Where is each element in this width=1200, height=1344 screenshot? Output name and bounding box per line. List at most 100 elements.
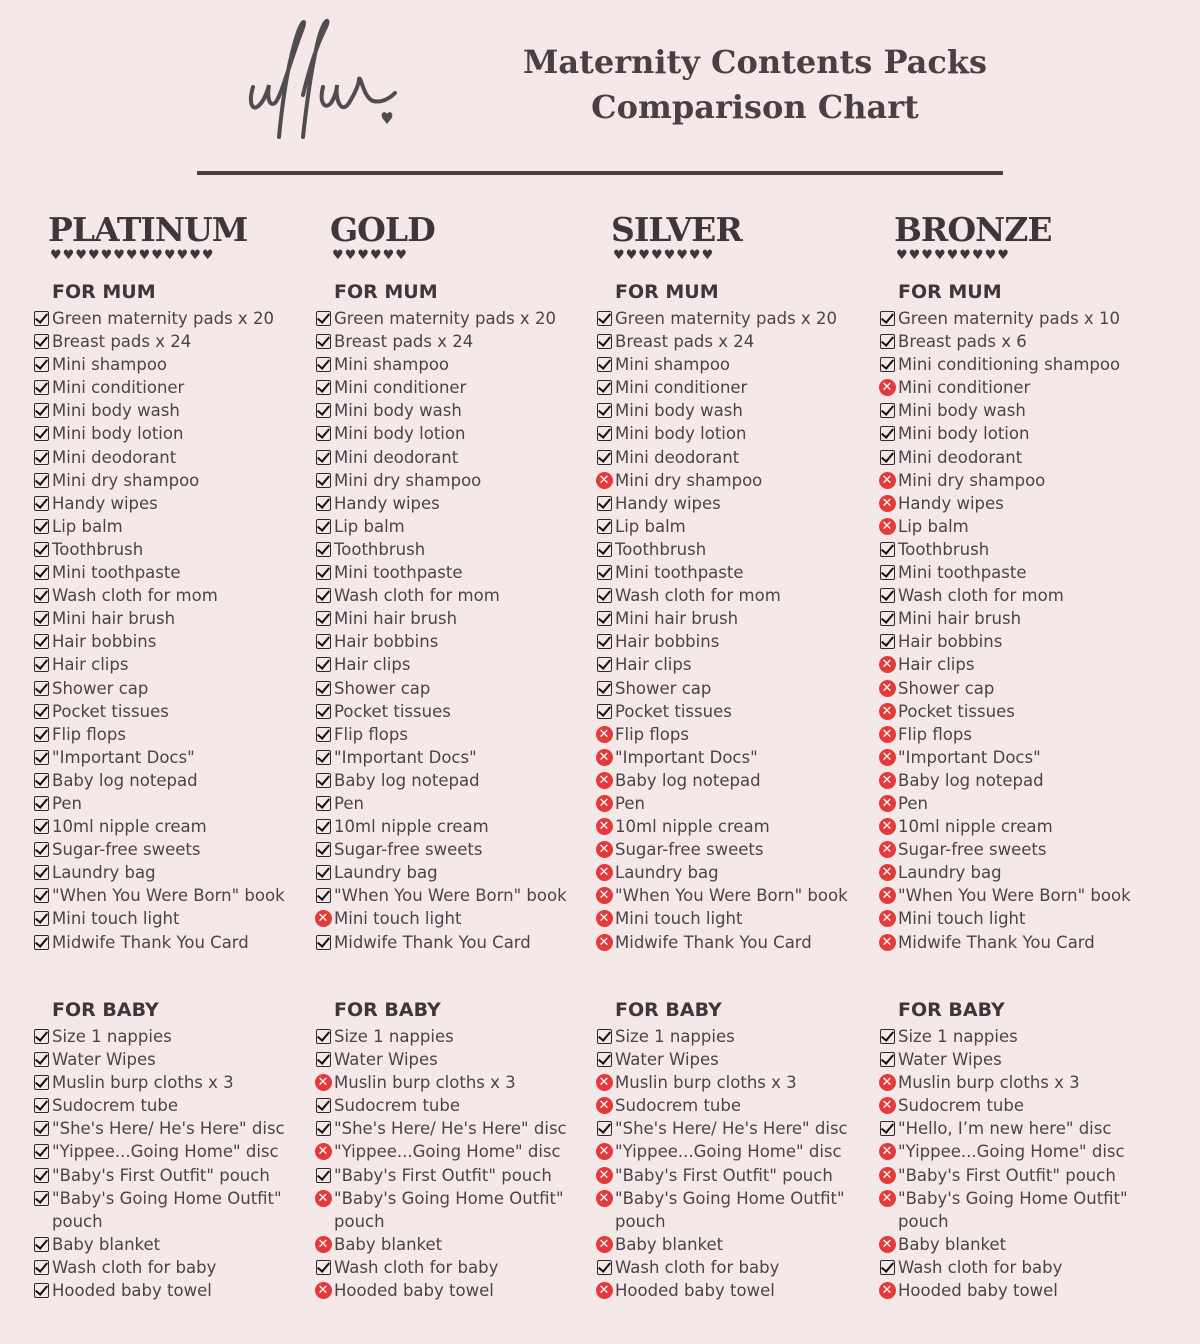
checkbox-checked-icon [30, 1048, 52, 1071]
checkbox-checked-icon [312, 446, 334, 469]
list-item: Wash cloth for mom [876, 584, 1131, 607]
list-item: Mini body wash [312, 399, 567, 422]
item-label: Size 1 nappies [52, 1027, 172, 1046]
list-item: Green maternity pads x 20 [312, 307, 567, 330]
item-label: Hair clips [52, 655, 129, 675]
title-line-1: Maternity Contents Packs [522, 43, 988, 81]
checkbox-checked-icon [312, 815, 334, 838]
item-label: Lip balm [615, 516, 686, 536]
list-item: Mini hair brush [312, 607, 567, 630]
list-item: Hooded baby towel [30, 1279, 285, 1302]
item-label: "Baby's Going Home Outfit" pouch [898, 1188, 1128, 1231]
item-label: Midwife Thank You Card [898, 932, 1095, 952]
checkbox-checked-icon [593, 376, 615, 399]
item-label: Mini body wash [52, 401, 180, 421]
item-label: Handy wipes [334, 493, 440, 513]
item-label: Green maternity pads x 20 [52, 309, 274, 328]
item-label: Muslin burp cloths x 3 [334, 1073, 516, 1093]
list-item: ✕ Hooded baby towel [312, 1279, 567, 1302]
cross-icon: ✕ [593, 792, 615, 815]
item-label: Mini dry shampoo [898, 470, 1046, 490]
list-item: ✕ Mini dry shampoo [593, 469, 848, 492]
cross-icon: ✕ [876, 1094, 898, 1117]
checkbox-checked-icon [30, 607, 52, 630]
checkbox-checked-icon [876, 1048, 898, 1071]
item-label: Baby blanket [898, 1234, 1007, 1254]
cross-icon: ✕ [876, 515, 898, 538]
page-title: Maternity Contents Packs Comparison Char… [520, 40, 990, 130]
item-label: Mini hair brush [334, 609, 458, 629]
list-item: ✕ Baby log notepad [593, 769, 848, 792]
cross-icon: ✕ [312, 1071, 334, 1094]
item-label: Mini shampoo [615, 355, 731, 375]
list-item: Mini shampoo [593, 353, 848, 376]
item-label: Mini toothpaste [615, 563, 744, 583]
list-item: ✕ "Yippee...Going Home" disc [876, 1140, 1128, 1163]
item-label: Mini body wash [615, 401, 743, 421]
checkbox-checked-icon [30, 1094, 52, 1117]
checkbox-checked-icon [312, 861, 334, 884]
item-label: Baby log notepad [615, 770, 761, 790]
item-label: Sudocrem tube [615, 1096, 742, 1116]
list-item: "She's Here/ He's Here" disc [312, 1117, 567, 1140]
cross-icon: ✕ [312, 1140, 334, 1163]
list-item: Wash cloth for baby [30, 1256, 285, 1279]
checkbox-checked-icon [312, 584, 334, 607]
cross-icon: ✕ [876, 792, 898, 815]
checkbox-checked-icon [593, 1117, 615, 1140]
cross-icon: ✕ [593, 1187, 615, 1210]
cross-icon: ✕ [593, 1140, 615, 1163]
item-label: Green maternity pads x 20 [334, 309, 556, 328]
item-label: "Baby's First Outfit" pouch [52, 1165, 270, 1185]
list-item: Toothbrush [30, 538, 285, 561]
cross-icon: ✕ [876, 884, 898, 907]
item-label: Water Wipes [52, 1050, 156, 1070]
checkbox-checked-icon [312, 422, 334, 445]
list-item: Mini body lotion [30, 422, 285, 445]
list-item: Mini body lotion [593, 422, 848, 445]
checkbox-checked-icon [593, 584, 615, 607]
item-label: 10ml nipple cream [52, 817, 207, 837]
list-item: ✕ "When You Were Born" book [876, 884, 1131, 907]
cross-icon: ✕ [876, 838, 898, 861]
item-label: Breast pads x 24 [52, 332, 192, 352]
item-label: Mini conditioning shampoo [898, 355, 1121, 375]
cross-icon: ✕ [593, 769, 615, 792]
item-label: Mini hair brush [52, 609, 176, 629]
list-item: Mini deodorant [593, 446, 848, 469]
checkbox-checked-icon [593, 607, 615, 630]
list-item: ✕ 10ml nipple cream [593, 815, 848, 838]
item-label: Handy wipes [898, 493, 1004, 513]
item-label: Mini deodorant [898, 447, 1023, 467]
item-label: Handy wipes [615, 493, 721, 513]
checkbox-checked-icon [593, 399, 615, 422]
checkbox-checked-icon [30, 515, 52, 538]
list-item: ✕ Muslin burp cloths x 3 [876, 1071, 1128, 1094]
checkbox-checked-icon [593, 1256, 615, 1279]
list-item: Water Wipes [593, 1048, 848, 1071]
section-heading: FOR BABY [334, 999, 441, 1021]
item-label: Mini hair brush [898, 609, 1022, 629]
checkbox-checked-icon [312, 1048, 334, 1071]
list-item: "She's Here/ He's Here" disc [593, 1117, 848, 1140]
list-item: "When You Were Born" book [30, 884, 285, 907]
cross-icon: ✕ [593, 1094, 615, 1117]
checkbox-checked-icon [312, 931, 334, 954]
list-item: ✕ Sudocrem tube [876, 1094, 1128, 1117]
item-label: Water Wipes [615, 1050, 719, 1070]
list-item: ✕ Midwife Thank You Card [593, 931, 848, 954]
list-item: ✕ Baby blanket [593, 1233, 848, 1256]
list-item: Shower cap [30, 677, 285, 700]
list-item: Mini toothpaste [312, 561, 567, 584]
item-label: Mini dry shampoo [52, 470, 200, 490]
item-label: Green maternity pads x 10 [898, 309, 1120, 328]
item-label: Sugar-free sweets [615, 840, 764, 860]
checkbox-checked-icon [30, 1140, 52, 1163]
list-item: ✕ Handy wipes [876, 492, 1131, 515]
item-label: Mini body lotion [615, 424, 747, 444]
section-for-baby: FOR BABY Size 1 nappies Water Wipes Muslin … [30, 995, 285, 1302]
cross-icon: ✕ [593, 931, 615, 954]
tier-column-bronze: BRONZE ♥♥♥♥♥♥♥♥♥ FOR MUM Green maternity pa… [876, 210, 1158, 1300]
section-for-baby: FOR BABY Size 1 nappies Water Wipes ✕ Muslin… [312, 995, 567, 1302]
